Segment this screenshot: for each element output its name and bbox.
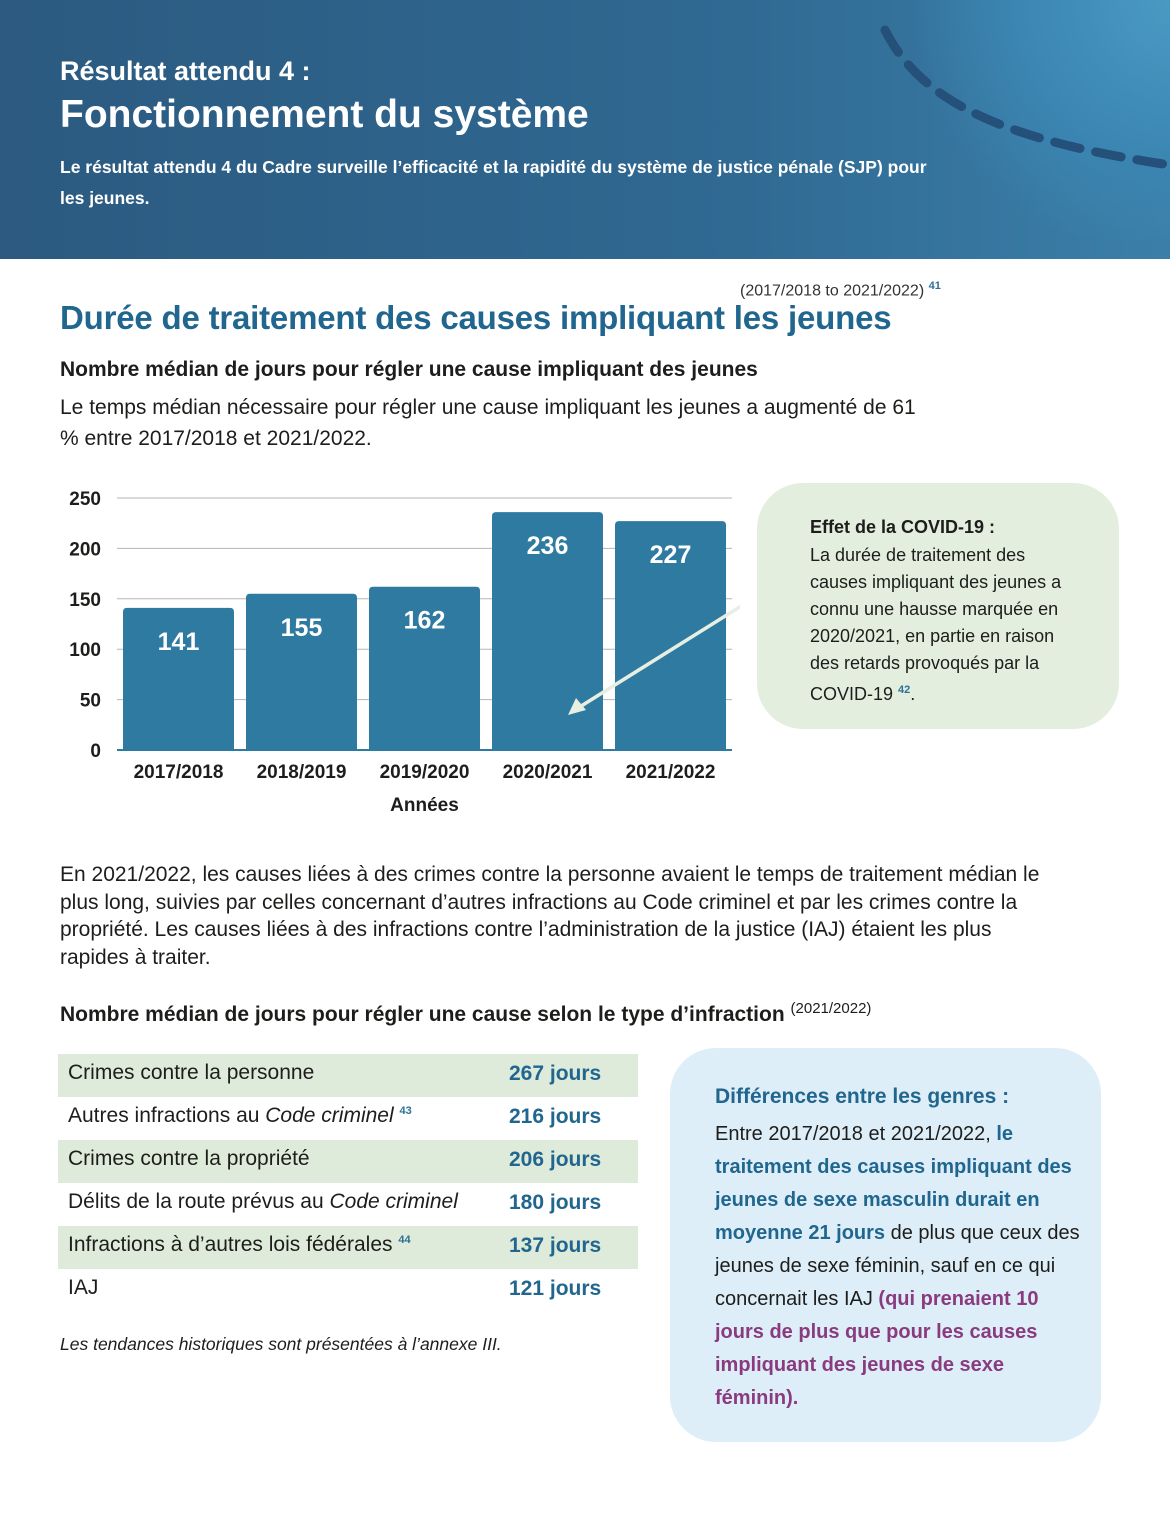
x-tick-label: 2019/2020	[380, 762, 470, 783]
bar-data-label: 227	[650, 541, 692, 569]
bar-data-label: 236	[527, 532, 569, 560]
x-tick-label: 2018/2019	[257, 762, 347, 783]
offense-label-italic: Code criminel	[329, 1190, 458, 1213]
x-axis-title: Années	[390, 795, 459, 816]
offense-table-year: (2021/2022)	[790, 1000, 872, 1017]
offense-type-label: IAJ	[68, 1276, 98, 1300]
covid-callout-title: Effet de la COVID-19 :	[810, 517, 996, 537]
median-days-value: 121 jours	[509, 1277, 602, 1300]
offense-table-title: Nombre médian de jours pour régler une c…	[60, 1003, 785, 1026]
gender-text-highlight-blue: le traitement des causes impliquant des …	[715, 1123, 1072, 1244]
offense-type-label: Infractions à d’autres lois fédérales 44	[68, 1233, 411, 1257]
table-row: IAJ 121 jours	[58, 1269, 638, 1312]
y-tick-label: 100	[69, 640, 101, 661]
covid-callout-box	[757, 483, 1119, 729]
offense-label-text: IAJ	[68, 1276, 99, 1299]
median-days-value: 206 jours	[509, 1148, 602, 1171]
table-row: Délits de la route prévus au Code crimin…	[58, 1183, 638, 1226]
offense-label-italic: Code criminel	[265, 1104, 394, 1127]
page-header-banner: Résultat attendu 4 : Fonctionnement du s…	[0, 0, 1170, 259]
gender-callout-title: Différences entre les genres :	[715, 1085, 1010, 1108]
offense-type-label: Autres infractions au Code criminel 43	[68, 1104, 412, 1128]
y-tick-label: 50	[80, 691, 101, 712]
gender-text-part3: de plus que ceux des jeunes de sexe fémi…	[715, 1222, 1080, 1310]
offense-type-label: Crimes contre la personne	[68, 1061, 314, 1085]
chart-intro-paragraph: Le temps médian nécessaire pour régler u…	[60, 396, 916, 450]
gender-text-part1: Entre 2017/2018 et 2021/2022,	[715, 1123, 997, 1145]
offense-label-text: Crimes contre la personne	[68, 1061, 315, 1084]
median-days-value: 267 jours	[509, 1062, 602, 1085]
gender-callout-box	[670, 1048, 1101, 1442]
offense-table: Crimes contre la personne 267 jours Autres…	[58, 1054, 638, 1312]
chart-subheading: Nombre médian de jours pour régler une c…	[60, 358, 758, 381]
offense-label-text: Infractions à d’autres lois fédérales	[68, 1233, 393, 1256]
median-days-value: 137 jours	[509, 1234, 602, 1257]
offense-label-text: Délits de la route prévus au	[68, 1190, 330, 1213]
offense-label-text: Autres infractions au	[68, 1104, 266, 1127]
y-tick-label: 0	[90, 741, 101, 762]
footnote-ref[interactable]: 44	[398, 1234, 411, 1246]
median-days-value: 180 jours	[509, 1191, 602, 1214]
period-label: (2017/2018 to 2021/2022) 41	[740, 280, 941, 300]
offense-type-label: Délits de la route prévus au Code crimin…	[68, 1190, 458, 1214]
bar	[246, 593, 357, 750]
period-text: (2017/2018 to 2021/2022)	[740, 282, 925, 300]
bar	[492, 512, 603, 750]
x-tick-label: 2020/2021	[503, 762, 593, 783]
y-tick-label: 250	[69, 489, 101, 510]
offense-label-text: Crimes contre la propriété	[68, 1147, 310, 1170]
intro-text: Le résultat attendu 4 du Cadre surveille…	[60, 157, 927, 208]
table-row: Autres infractions au Code criminel 43 21…	[58, 1097, 638, 1140]
gender-text-highlight-purple: (qui prenaient 10 jours de plus que pour…	[715, 1288, 1039, 1409]
bar	[123, 607, 234, 750]
footnote-ref[interactable]: 43	[399, 1105, 412, 1117]
bar	[615, 521, 726, 750]
covid-text-end: .	[910, 684, 916, 704]
bar	[369, 586, 480, 750]
historical-trends-note: Les tendances historiques sont présentée…	[60, 1334, 502, 1354]
x-tick-label: 2021/2022	[626, 762, 716, 783]
page-title: Fonctionnement du système	[60, 93, 589, 136]
table-row: Crimes contre la propriété 206 jours	[58, 1140, 638, 1183]
offense-type-label: Crimes contre la propriété	[68, 1147, 310, 1171]
median-days-value: 216 jours	[509, 1105, 602, 1128]
x-tick-label: 2017/2018	[134, 762, 224, 783]
footnote-ref-42[interactable]: 42	[898, 684, 911, 696]
covid-callout-text: La durée de traitement des causes impliq…	[810, 542, 1080, 708]
bar-data-label: 141	[158, 628, 200, 656]
footnote-ref-41[interactable]: 41	[928, 280, 941, 292]
table-row: Crimes contre la personne 267 jours	[58, 1054, 638, 1097]
table-row: Infractions à d’autres lois fédérales 44…	[58, 1226, 638, 1269]
gender-callout-text: Entre 2017/2018 et 2021/2022, le traitem…	[715, 1118, 1085, 1415]
section-kicker: Résultat attendu 4 :	[60, 56, 311, 86]
median-days-bar-chart: 0 50 100 150 200 250 141 2017/2018 155 2018/2019 1…	[69, 489, 740, 816]
offense-paragraph: En 2021/2022, les causes liées à des cri…	[60, 863, 1040, 969]
section-heading: Durée de traitement des causes impliquan…	[60, 299, 892, 336]
bar-data-label: 162	[404, 607, 446, 635]
bar-data-label: 155	[281, 614, 323, 642]
callout-arrow-line	[577, 604, 740, 710]
y-tick-label: 150	[69, 590, 101, 611]
covid-text-body: La durée de traitement des causes impliq…	[810, 545, 1062, 704]
offense-table-heading: Nombre médian de jours pour régler une c…	[60, 1000, 871, 1027]
y-tick-label: 200	[69, 539, 101, 560]
decorative-dashed-arc	[880, 25, 1170, 170]
callout-arrowhead	[568, 698, 586, 715]
